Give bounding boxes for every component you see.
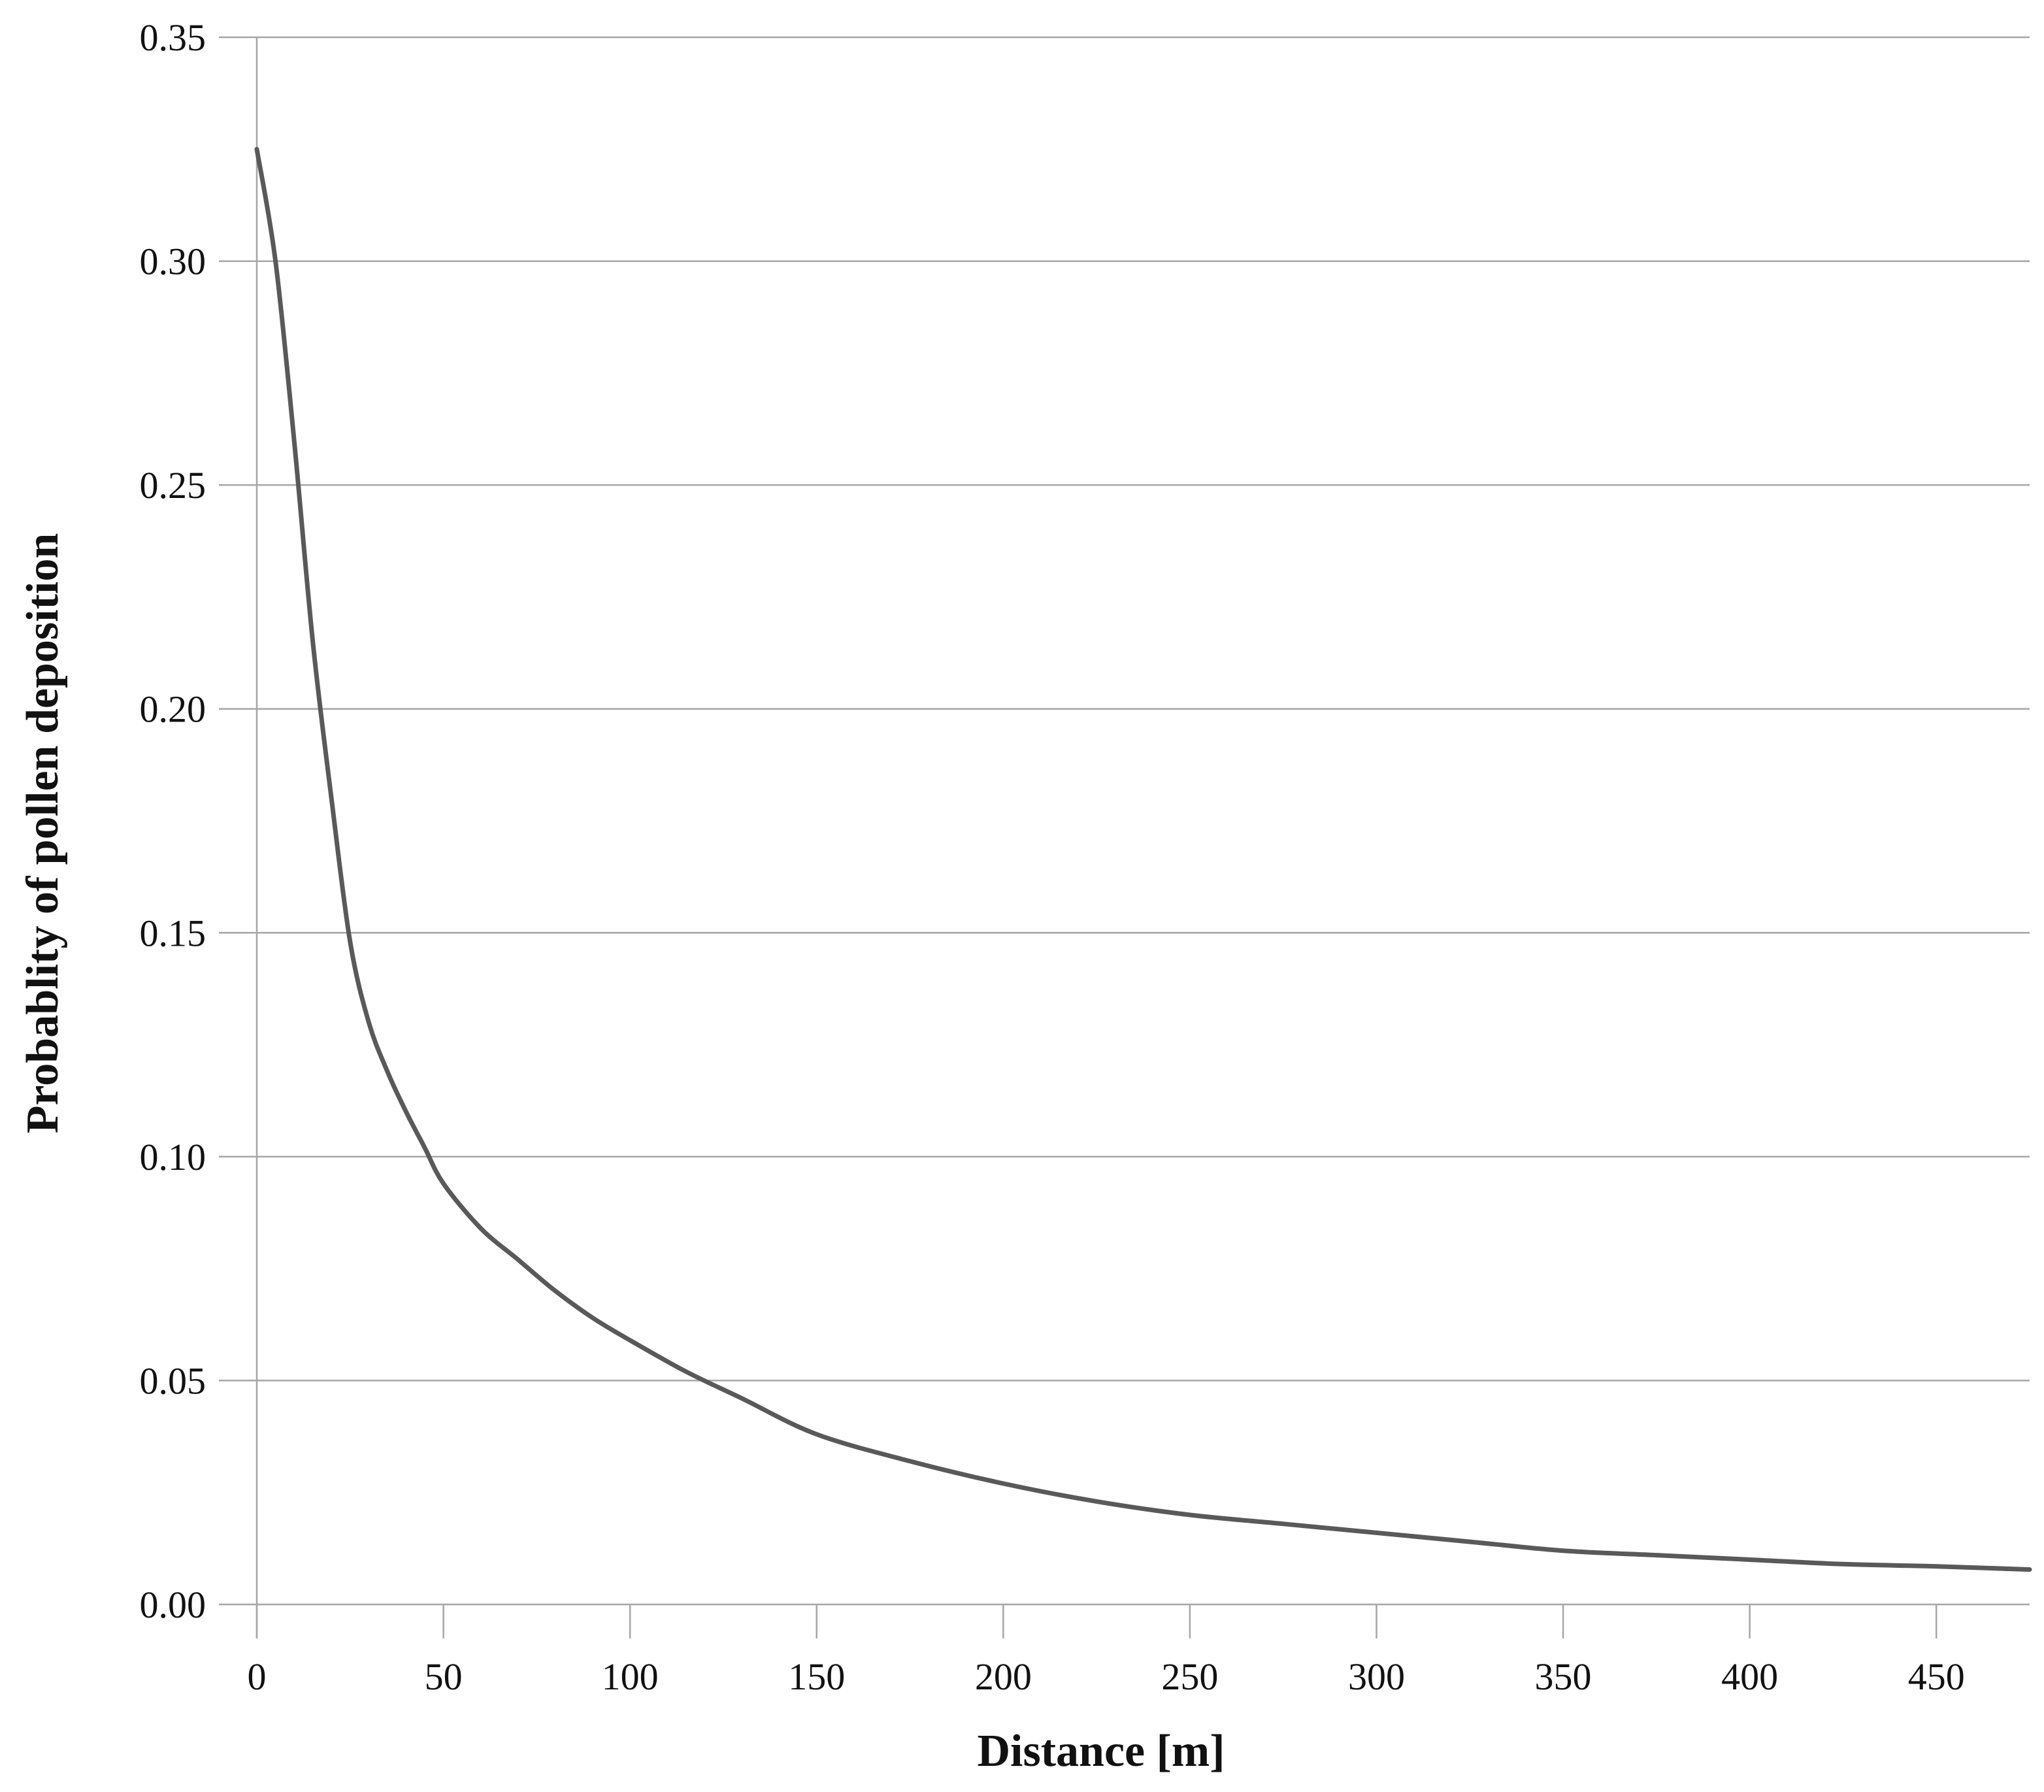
series-layer <box>254 146 2032 1572</box>
y-tick-label: 0.25 <box>140 464 206 506</box>
gridlines <box>219 36 2030 1606</box>
x-tick-label: 50 <box>425 1655 463 1698</box>
x-tick-label: 350 <box>1535 1655 1592 1698</box>
y-tick-label: 0.00 <box>140 1584 206 1626</box>
tick-labels: 0.00 0.05 0.10 0.15 0.20 0.25 0.30 0.35 0 50 100 15… <box>140 16 1965 1698</box>
x-tick-label: 450 <box>1908 1655 1965 1698</box>
x-tick-label: 400 <box>1721 1655 1778 1698</box>
y-tick-label: 0.10 <box>140 1136 206 1178</box>
x-tick-label: 150 <box>788 1655 845 1698</box>
x-tick-label: 300 <box>1348 1655 1405 1698</box>
x-tick-label: 100 <box>602 1655 659 1698</box>
y-tick-label: 0.20 <box>140 688 206 731</box>
y-axis-title: Probablity of pollen deposition <box>18 533 68 1134</box>
y-tick-label: 0.35 <box>140 16 206 59</box>
y-tick-label: 0.30 <box>140 241 206 283</box>
x-tick-label: 200 <box>975 1655 1032 1698</box>
series-line <box>254 146 2032 1572</box>
axes <box>256 37 1937 1638</box>
x-tick-label: 0 <box>248 1655 267 1698</box>
y-tick-label: 0.05 <box>140 1359 206 1402</box>
x-axis-title: Distance [m] <box>977 1726 1225 1776</box>
x-tick-label: 250 <box>1161 1655 1218 1698</box>
y-tick-label: 0.15 <box>140 912 206 954</box>
